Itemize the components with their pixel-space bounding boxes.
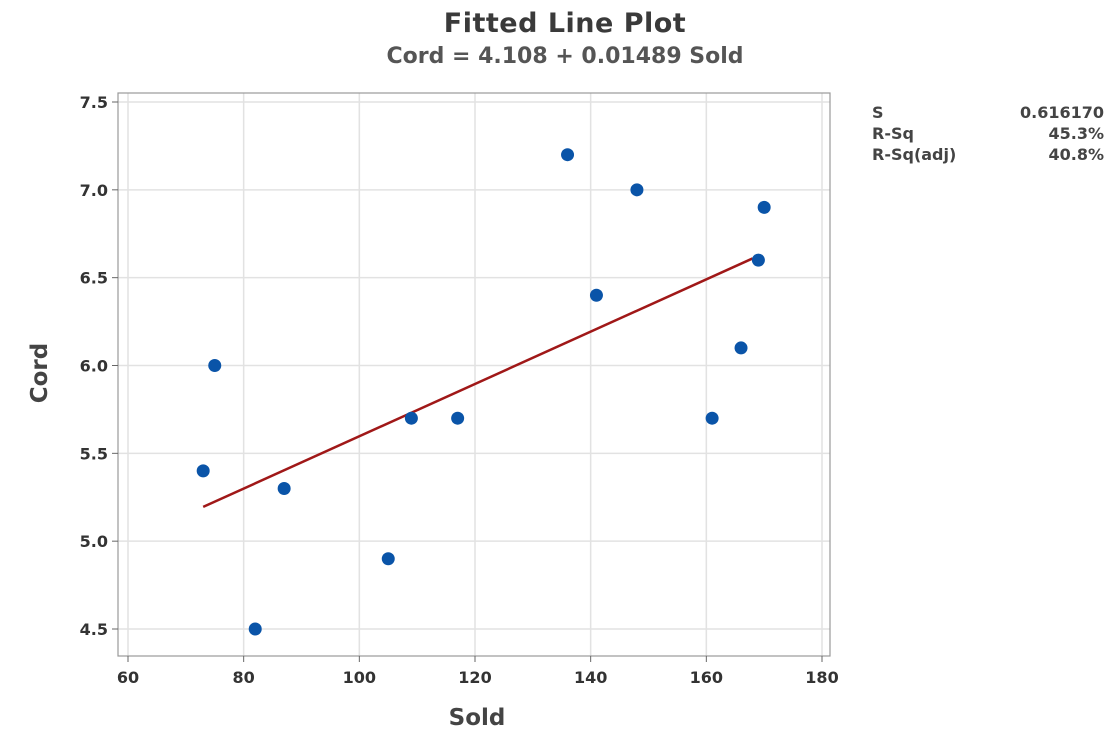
stat-row-rsq: R-Sq 45.3% — [872, 123, 1104, 144]
y-tick-label: 5.5 — [80, 444, 108, 463]
stat-label: R-Sq — [872, 124, 914, 143]
x-tick-label: 100 — [343, 668, 376, 687]
stat-label: R-Sq(adj) — [872, 145, 957, 164]
stat-label: S — [872, 103, 884, 122]
data-point — [248, 622, 262, 636]
chart-title: Fitted Line Plot — [443, 8, 687, 39]
data-point — [561, 148, 575, 162]
y-tick-label: 7.5 — [80, 93, 108, 112]
regression-equation: Cord = 4.108 + 0.01489 Sold — [386, 44, 744, 69]
data-point — [734, 341, 748, 355]
data-point — [757, 200, 771, 214]
x-tick-label: 160 — [690, 668, 723, 687]
data-point — [630, 183, 644, 197]
fitted-regression-line — [202, 257, 754, 509]
stats-table: S 0.616170 R-Sq 45.3% R-Sq(adj) 40.8% — [872, 102, 1104, 165]
x-tick-label: 60 — [117, 668, 139, 687]
stat-value: 40.8% — [1048, 145, 1104, 164]
y-tick-label: 4.5 — [80, 620, 108, 639]
x-axis-label: Sold — [449, 705, 506, 731]
stat-row-rsq-adj: R-Sq(adj) 40.8% — [872, 144, 1104, 165]
y-tick-label: 6.0 — [80, 357, 108, 376]
x-tick-label: 140 — [574, 668, 607, 687]
stat-value: 45.3% — [1048, 124, 1104, 143]
x-tick-label: 80 — [233, 668, 255, 687]
stat-row-s: S 0.616170 — [872, 102, 1104, 123]
plot-frame — [117, 92, 831, 657]
y-tick-label: 6.5 — [80, 269, 108, 288]
data-point — [451, 411, 465, 425]
x-tick-label: 120 — [458, 668, 491, 687]
data-point — [381, 552, 395, 566]
data-point — [208, 359, 222, 372]
y-axis-label: Cord — [27, 343, 53, 404]
data-point — [277, 481, 291, 495]
data-point — [751, 253, 765, 267]
data-point — [705, 411, 719, 425]
y-tick-label: 5.0 — [80, 532, 108, 551]
data-point — [404, 411, 418, 425]
x-tick-label: 180 — [805, 668, 838, 687]
stat-value: 0.616170 — [1019, 103, 1104, 122]
y-tick-label: 7.0 — [80, 181, 108, 200]
data-point — [589, 288, 603, 302]
data-point — [196, 464, 210, 478]
